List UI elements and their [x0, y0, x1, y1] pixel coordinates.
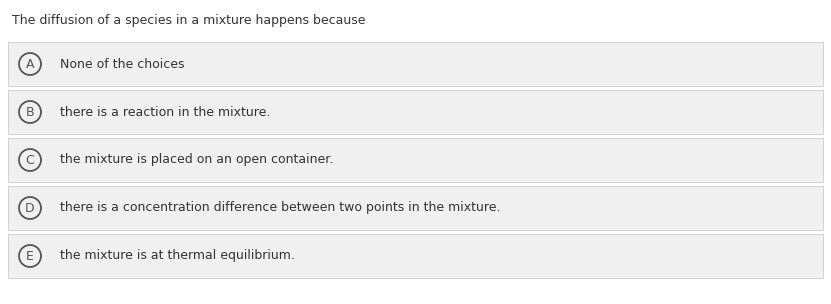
Text: the mixture is placed on an open container.: the mixture is placed on an open contain… [60, 154, 333, 167]
Text: The diffusion of a species in a mixture happens because: The diffusion of a species in a mixture … [12, 14, 366, 27]
Circle shape [19, 53, 41, 75]
Circle shape [19, 149, 41, 171]
Circle shape [19, 245, 41, 267]
Text: A: A [26, 57, 34, 71]
Text: E: E [26, 250, 34, 262]
Bar [8, 234, 823, 278]
Circle shape [19, 101, 41, 123]
Bar [8, 138, 823, 182]
Text: None of the choices: None of the choices [60, 57, 184, 71]
Bar [8, 186, 823, 230]
Text: B: B [26, 105, 34, 119]
Text: there is a reaction in the mixture.: there is a reaction in the mixture. [60, 105, 270, 119]
Text: C: C [26, 154, 34, 167]
Text: there is a concentration difference between two points in the mixture.: there is a concentration difference betw… [60, 202, 500, 215]
Bar [8, 90, 823, 134]
Text: the mixture is at thermal equilibrium.: the mixture is at thermal equilibrium. [60, 250, 295, 262]
Circle shape [19, 197, 41, 219]
Text: D: D [25, 202, 35, 215]
Bar [8, 42, 823, 86]
